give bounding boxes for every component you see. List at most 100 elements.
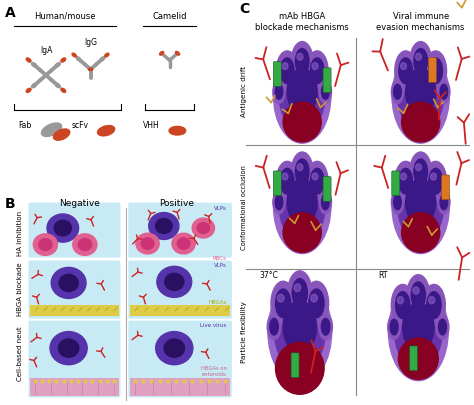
Ellipse shape — [280, 59, 294, 84]
Ellipse shape — [321, 85, 329, 100]
Circle shape — [155, 219, 172, 234]
Ellipse shape — [283, 103, 321, 143]
Ellipse shape — [395, 162, 417, 202]
Ellipse shape — [276, 52, 298, 92]
Ellipse shape — [312, 174, 318, 181]
Circle shape — [58, 339, 79, 357]
Ellipse shape — [401, 64, 407, 70]
Ellipse shape — [72, 54, 76, 58]
Ellipse shape — [306, 162, 328, 202]
Ellipse shape — [399, 59, 412, 84]
Ellipse shape — [268, 280, 332, 384]
Circle shape — [197, 223, 210, 234]
Ellipse shape — [401, 174, 407, 181]
Ellipse shape — [319, 81, 331, 104]
Ellipse shape — [321, 319, 330, 335]
Ellipse shape — [438, 320, 447, 335]
Circle shape — [157, 267, 191, 298]
Ellipse shape — [306, 52, 328, 92]
Ellipse shape — [312, 64, 318, 70]
Ellipse shape — [295, 160, 309, 185]
Ellipse shape — [297, 54, 303, 61]
Text: RBCs: RBCs — [213, 255, 227, 260]
Ellipse shape — [440, 85, 447, 100]
Ellipse shape — [279, 168, 325, 242]
Ellipse shape — [287, 179, 317, 226]
Ellipse shape — [169, 127, 186, 136]
Ellipse shape — [291, 43, 313, 82]
Ellipse shape — [105, 54, 109, 58]
FancyBboxPatch shape — [30, 305, 118, 316]
Ellipse shape — [41, 124, 62, 137]
Circle shape — [54, 221, 72, 236]
Ellipse shape — [274, 288, 326, 371]
Text: Fab: Fab — [18, 121, 31, 130]
Ellipse shape — [175, 52, 180, 56]
Ellipse shape — [273, 51, 331, 144]
Ellipse shape — [398, 168, 444, 242]
Text: HBGA blockade: HBGA blockade — [17, 262, 23, 315]
Ellipse shape — [410, 153, 431, 192]
Circle shape — [155, 332, 193, 365]
Text: Positive: Positive — [159, 198, 194, 207]
FancyBboxPatch shape — [273, 172, 282, 196]
Ellipse shape — [402, 303, 434, 352]
Ellipse shape — [98, 126, 115, 136]
Ellipse shape — [291, 153, 313, 192]
Ellipse shape — [88, 69, 93, 71]
Ellipse shape — [392, 161, 449, 254]
Ellipse shape — [388, 315, 401, 339]
Text: HBGAs on
enteroids: HBGAs on enteroids — [201, 365, 227, 376]
FancyBboxPatch shape — [128, 261, 232, 319]
Circle shape — [177, 238, 190, 249]
FancyBboxPatch shape — [428, 59, 437, 83]
FancyBboxPatch shape — [30, 378, 118, 396]
Text: Particle flexibility: Particle flexibility — [241, 300, 247, 362]
Ellipse shape — [275, 343, 324, 394]
Ellipse shape — [279, 58, 325, 132]
Circle shape — [164, 274, 184, 291]
Ellipse shape — [32, 84, 36, 89]
Ellipse shape — [297, 164, 303, 171]
Ellipse shape — [425, 52, 447, 92]
Ellipse shape — [273, 191, 285, 214]
Text: A: A — [5, 6, 16, 20]
Ellipse shape — [407, 275, 429, 316]
Ellipse shape — [416, 164, 421, 171]
FancyBboxPatch shape — [410, 346, 418, 371]
FancyBboxPatch shape — [130, 378, 230, 396]
Text: C: C — [239, 2, 250, 16]
FancyBboxPatch shape — [130, 305, 230, 316]
FancyBboxPatch shape — [128, 321, 232, 397]
Ellipse shape — [283, 301, 317, 353]
Ellipse shape — [288, 271, 312, 315]
Ellipse shape — [392, 51, 449, 144]
Circle shape — [164, 339, 184, 357]
Ellipse shape — [275, 289, 291, 318]
Text: Live virus: Live virus — [201, 322, 227, 328]
Ellipse shape — [392, 81, 404, 104]
Ellipse shape — [406, 179, 436, 226]
Ellipse shape — [310, 59, 324, 84]
Circle shape — [59, 275, 78, 292]
Text: Viral immune
evasion mechanisms: Viral immune evasion mechanisms — [376, 12, 465, 32]
Ellipse shape — [277, 294, 284, 302]
Text: HBGAs: HBGAs — [208, 300, 227, 305]
Ellipse shape — [430, 64, 437, 70]
Ellipse shape — [319, 191, 331, 214]
Text: B: B — [5, 196, 15, 211]
Circle shape — [136, 234, 159, 254]
Ellipse shape — [395, 292, 410, 319]
Ellipse shape — [295, 49, 309, 75]
Ellipse shape — [413, 287, 419, 294]
Circle shape — [33, 234, 57, 256]
Ellipse shape — [430, 174, 437, 181]
Ellipse shape — [392, 285, 414, 326]
Ellipse shape — [32, 64, 36, 68]
Ellipse shape — [429, 169, 443, 194]
Ellipse shape — [55, 84, 60, 89]
Ellipse shape — [267, 314, 281, 340]
Ellipse shape — [276, 162, 298, 202]
Circle shape — [50, 332, 87, 365]
FancyBboxPatch shape — [323, 68, 331, 93]
